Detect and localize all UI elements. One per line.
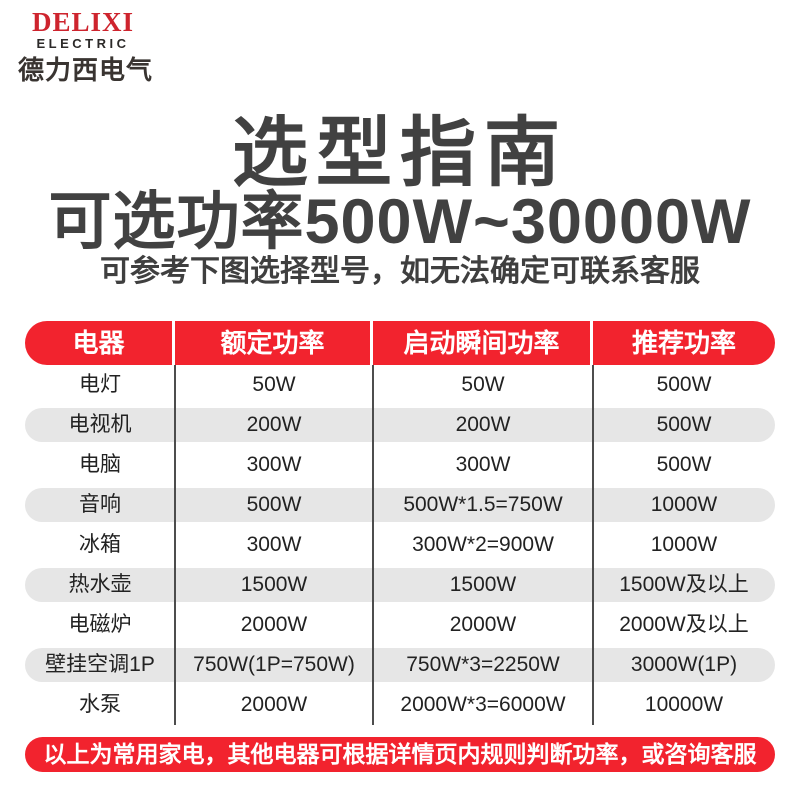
power-value-cell: 2000W [449, 613, 517, 636]
logo-chinese-text: 德力西电气 [18, 55, 154, 85]
table-row: 电视机 200W 200W 500W [25, 405, 775, 445]
table-header-startup-power: 启动瞬间功率 [373, 321, 593, 365]
delixi-logo: DELIXI ELECTRIC 德力西电气 [18, 8, 153, 85]
power-value-cell: 200W [455, 413, 511, 436]
table-row: 冰箱 300W 300W*2=900W 1000W [25, 525, 775, 565]
table-row: 壁挂空调1P 750W(1P=750W) 750W*3=2250W 3000W(1P) [25, 645, 775, 685]
appliance-cell: 电灯 [79, 373, 121, 396]
power-value-cell: 1000W [650, 493, 718, 516]
power-range-subtitle: 可选功率500W~30000W [48, 187, 752, 257]
appliance-cell: 水泵 [79, 693, 121, 716]
appliance-cell: 壁挂空调1P [45, 653, 155, 676]
power-value-cell: 1500W [240, 573, 308, 596]
power-value-cell: 2000W及以上 [619, 613, 749, 636]
table-row: 电脑 300W 300W 500W [25, 445, 775, 485]
power-value-cell: 300W*2=900W [412, 533, 554, 556]
power-value-cell: 300W [246, 533, 302, 556]
power-value-cell: 500W [656, 453, 712, 476]
power-value-cell: 300W [455, 453, 511, 476]
power-value-cell: 2000W [240, 613, 308, 636]
table-header-rated-power: 额定功率 [175, 321, 373, 365]
power-value-cell: 1500W [449, 573, 517, 596]
appliance-cell: 电视机 [68, 413, 132, 436]
power-value-cell: 2000W*3=6000W [400, 693, 566, 716]
power-value-cell: 500W [246, 493, 302, 516]
table-row: 电磁炉 2000W 2000W 2000W及以上 [25, 605, 775, 645]
logo-sub-text: ELECTRIC [36, 36, 130, 51]
logo-latin-block: DELIXI ELECTRIC [32, 8, 134, 51]
appliance-cell: 音响 [79, 493, 121, 516]
table-row: 音响 500W 500W*1.5=750W 1000W [25, 485, 775, 525]
power-value-cell: 3000W(1P) [630, 653, 738, 676]
table-row: 热水壶 1500W 1500W 1500W及以上 [25, 565, 775, 605]
footer-note-banner: 以上为常用家电，其他电器可根据详情页内规则判断功率，或咨询客服 [25, 737, 775, 772]
help-note: 可参考下图选择型号，如无法确定可联系客服 [100, 255, 700, 288]
power-value-cell: 750W(1P=750W) [193, 653, 355, 676]
logo-brand-text: DELIXI [32, 7, 135, 37]
table-header-appliance: 电器 [25, 321, 175, 365]
power-value-cell: 200W [246, 413, 302, 436]
power-value-cell: 300W [246, 453, 302, 476]
appliance-cell: 电脑 [79, 453, 121, 476]
power-value-cell: 1000W [650, 533, 718, 556]
power-value-cell: 2000W [240, 693, 308, 716]
appliance-cell: 热水壶 [68, 573, 132, 596]
power-value-cell: 500W [656, 373, 712, 396]
column-divider [372, 365, 374, 725]
table-header-recommended-power: 推荐功率 [631, 328, 736, 358]
column-divider [174, 365, 176, 725]
power-value-cell: 10000W [644, 693, 724, 716]
table-header-row: 电器 额定功率 启动瞬间功率 推荐功率 [25, 321, 775, 365]
power-value-cell: 50W [461, 373, 505, 396]
page-title: 选型指南 [232, 111, 568, 196]
power-value-cell: 500W [656, 413, 712, 436]
table-body: 电灯 50W 50W 500W 电视机 200W 200W 500W 电脑 300W 300W 500… [25, 365, 775, 725]
power-value-cell: 50W [252, 373, 296, 396]
power-selection-table: 电器 额定功率 启动瞬间功率 推荐功率 电灯 50W 50W 500W 电视机 200W 2… [25, 321, 775, 725]
column-divider [592, 365, 594, 725]
power-value-cell: 500W*1.5=750W [403, 493, 563, 516]
power-value-cell: 750W*3=2250W [406, 653, 560, 676]
appliance-cell: 电磁炉 [68, 613, 132, 636]
appliance-cell: 冰箱 [79, 533, 121, 556]
power-value-cell: 1500W及以上 [619, 573, 749, 596]
table-row: 水泵 2000W 2000W*3=6000W 10000W [25, 685, 775, 725]
table-row: 电灯 50W 50W 500W [25, 365, 775, 405]
